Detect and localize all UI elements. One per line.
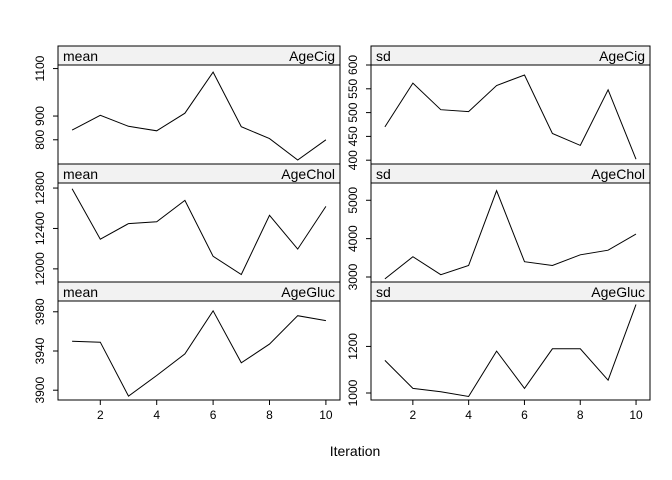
strip-stat-label: mean <box>63 48 98 64</box>
strip-variable-label: AgeChol <box>591 166 645 182</box>
series-line-sd-agecig <box>384 74 637 160</box>
series-line-mean-agegluc <box>72 309 326 397</box>
y-tick-label: 3940 <box>33 337 47 364</box>
y-tick-label: 400 <box>346 150 360 170</box>
y-tick-label: 12800 <box>33 171 47 205</box>
strip-stat-label: mean <box>63 166 98 182</box>
series-line-sd-agechol <box>384 189 637 280</box>
x-tick-label: 4 <box>153 408 160 422</box>
strip-variable-label: AgeGluc <box>591 284 645 300</box>
strip-stat-label: sd <box>376 284 391 300</box>
y-tick-label: 600 <box>346 55 360 75</box>
panel-mean-agecig: mean AgeCig 800 900 1100 <box>33 45 341 165</box>
x-tick-label: 4 <box>465 408 472 422</box>
plot-frame <box>57 182 341 283</box>
series-line-sd-agegluc <box>384 304 637 398</box>
y-tick-label: 1100 <box>33 55 47 81</box>
plot-frame <box>57 64 341 165</box>
strip-variable-label: AgeChol <box>281 166 335 182</box>
panel-sd-agecig: sd AgeCig 400 450 500 550 600 <box>346 45 651 170</box>
y-tick-label: 800 <box>33 129 47 149</box>
panel-mean-agegluc: mean AgeGluc 3900 3940 3980 2 4 6 8 10 <box>33 281 341 422</box>
x-tick-label: 10 <box>319 408 333 422</box>
x-tick-label: 6 <box>521 408 528 422</box>
y-tick-label: 900 <box>33 106 47 126</box>
x-tick-label: 8 <box>266 408 273 422</box>
y-tick-label: 12400 <box>33 211 47 245</box>
x-tick-label: 6 <box>210 408 217 422</box>
x-tick-label: 2 <box>97 408 104 422</box>
series-line-mean-agechol <box>71 188 327 276</box>
strip-variable-label: AgeGluc <box>281 284 335 300</box>
y-tick-label: 12000 <box>33 252 47 286</box>
series-line-mean-agecig <box>71 71 327 161</box>
y-tick-label: 4000 <box>346 225 360 252</box>
x-tick-label: 2 <box>410 408 417 422</box>
strip-stat-label: mean <box>63 284 98 300</box>
x-tick-label: 10 <box>629 408 643 422</box>
strip-variable-label: AgeCig <box>289 48 335 64</box>
panel-sd-agegluc: sd AgeGluc 1000 1200 2 4 6 8 10 <box>346 281 651 422</box>
y-tick-label: 550 <box>346 78 360 98</box>
y-tick-label: 450 <box>346 126 360 146</box>
strip-stat-label: sd <box>376 48 391 64</box>
y-tick-label: 500 <box>346 102 360 122</box>
y-tick-label: 1000 <box>346 379 360 406</box>
y-tick-label: 3900 <box>33 377 47 404</box>
plot-frame <box>370 182 651 283</box>
y-tick-label: 3980 <box>33 298 47 325</box>
strip-stat-label: sd <box>376 166 391 182</box>
panel-mean-agechol: mean AgeChol 12000 12400 12800 <box>33 163 341 286</box>
plot-frame <box>370 300 651 401</box>
x-tick-label: 8 <box>577 408 584 422</box>
y-tick-label: 5000 <box>346 187 360 214</box>
strip-variable-label: AgeCig <box>599 48 645 64</box>
x-axis-title: Iteration <box>330 443 381 459</box>
panel-sd-agechol: sd AgeChol 3000 4000 5000 <box>346 163 651 290</box>
y-tick-label: 1200 <box>346 333 360 360</box>
y-tick-label: 3000 <box>346 263 360 290</box>
